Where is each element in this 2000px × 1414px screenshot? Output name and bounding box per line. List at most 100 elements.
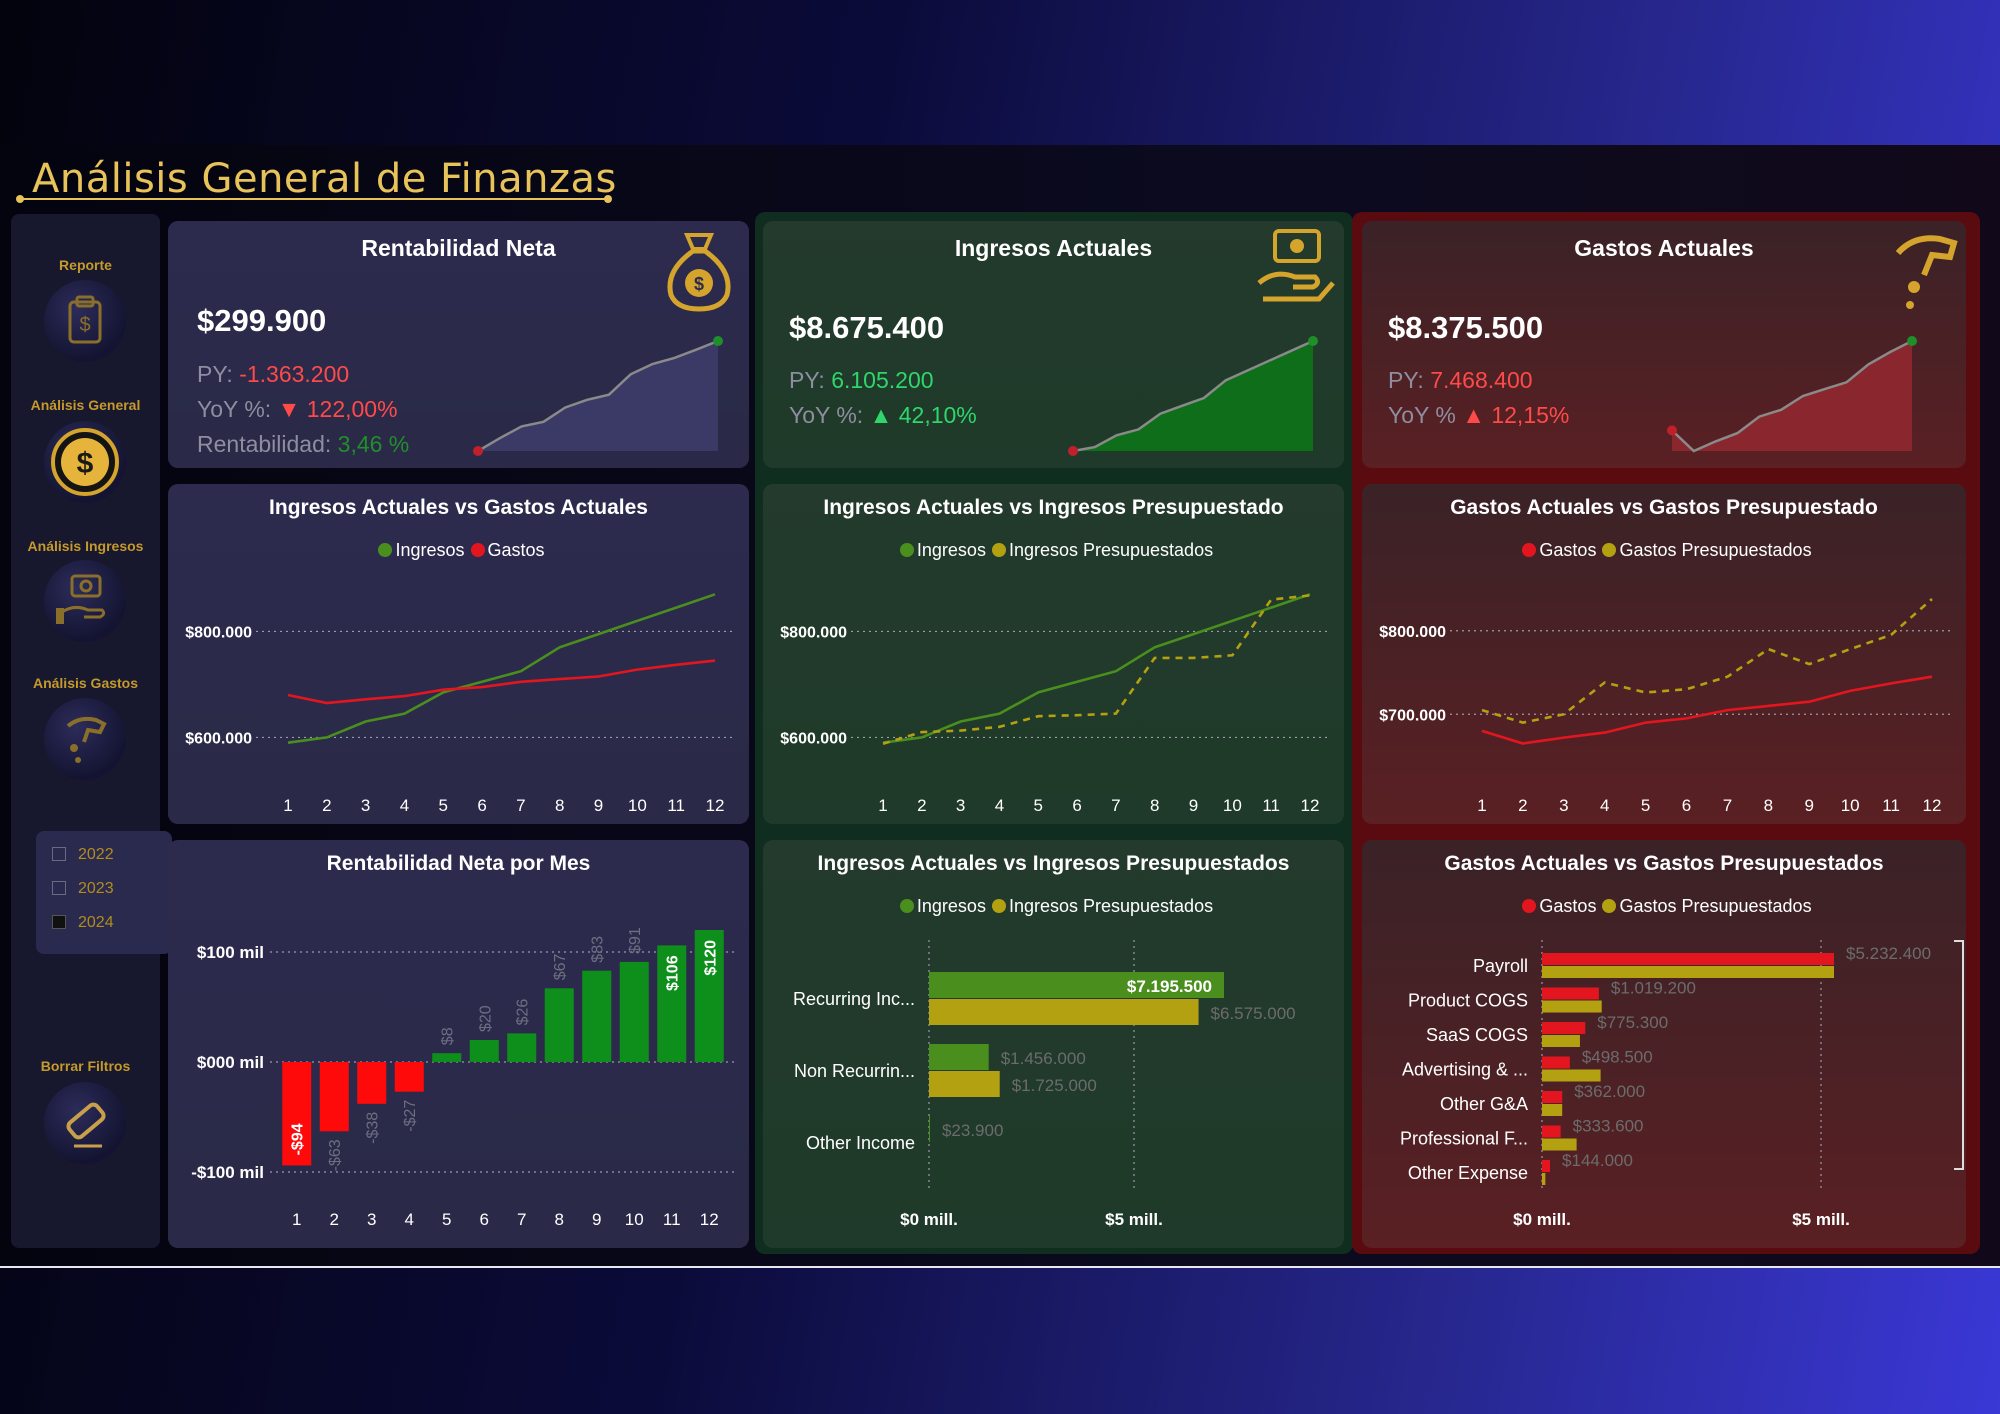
svg-text:$: $ <box>79 314 90 336</box>
bar <box>319 1062 349 1132</box>
bar-gastos <box>1542 1160 1551 1172</box>
legend-label: Ingresos <box>916 896 986 916</box>
bar <box>282 1062 312 1166</box>
chart-legend: Ingresos Gastos <box>168 540 749 561</box>
bar-gastos <box>1542 1022 1586 1034</box>
legend-dot-icon <box>1522 543 1537 557</box>
category-label: Recurring Inc... <box>793 989 915 1009</box>
x-tick-label: 6 <box>1072 796 1081 815</box>
legend-dot-icon <box>899 899 914 913</box>
horizontal-bar-chart: $0 mill. $5 mill. Recurring Inc... $7.195.5… <box>793 940 1296 1229</box>
nav-analisis-ingresos-button[interactable] <box>44 560 126 642</box>
x-tick-label: 2 <box>322 796 331 815</box>
chart-title: Ingresos Actuales vs Ingresos Presupuest… <box>823 496 1284 519</box>
nav-analisis-gastos-button[interactable] <box>44 698 126 780</box>
kpi-py: PY: 7.468.400 <box>1388 367 1533 394</box>
clear-filters-button[interactable] <box>44 1082 126 1164</box>
x-tick-label: 1 <box>292 1210 301 1229</box>
legend-dot-icon <box>1522 899 1537 913</box>
legend-label: Gastos Presupuestados <box>1619 540 1812 560</box>
data-label: $1.456.000 <box>1001 1049 1086 1068</box>
legend-dot-icon <box>1602 899 1617 913</box>
data-label: $7.195.500 <box>1127 977 1212 996</box>
nav-label-analisis-gastos: Análisis Gastos <box>32 675 139 691</box>
x-tick-label: 8 <box>555 1210 564 1229</box>
series-line-gastos <box>287 659 716 705</box>
sidebar: Reporte $ Análisis General $ Análisis In… <box>11 214 160 1248</box>
kpi-value: $8.675.400 <box>789 310 945 345</box>
x-tick-label: 8 <box>1150 796 1159 815</box>
checkbox-checked[interactable] <box>52 915 66 929</box>
chart-card-expenses-by-category: Gastos Actuales vs Gastos Presupuestados… <box>1362 840 1966 1248</box>
x-tick-label: 5 <box>1641 796 1650 815</box>
bar-ingresos-presupuestados <box>929 1071 1000 1097</box>
chart-scrollbar[interactable] <box>1954 940 1964 1170</box>
category-label: SaaS COGS <box>1426 1025 1528 1045</box>
x-tick-label: 5 <box>439 796 448 815</box>
year-option-2023[interactable]: 2023 <box>52 880 114 898</box>
kpi-value: $8.375.500 <box>1388 310 1544 345</box>
data-label: -$63 <box>327 1139 344 1171</box>
money-bag-icon: $ <box>667 233 731 312</box>
sparkline-line <box>477 339 719 453</box>
year-filter-slicer: 2022 2023 2024 <box>36 831 172 954</box>
year-option-2024[interactable]: 2024 <box>52 914 114 932</box>
up-arrow-icon: ▲ <box>869 402 893 428</box>
kpi-py: PY: -1.363.200 <box>197 361 349 388</box>
checkbox[interactable] <box>52 847 66 861</box>
legend-label: Gastos <box>487 540 545 560</box>
year-option-2022[interactable]: 2022 <box>52 846 114 864</box>
data-label: $23.900 <box>942 1121 1003 1140</box>
x-tick-label: $5 mill. <box>1792 1210 1850 1229</box>
legend-label: Gastos <box>1539 896 1597 916</box>
chart-title: Ingresos Actuales vs Ingresos Presupuest… <box>817 852 1290 875</box>
data-label: $775.300 <box>1597 1013 1668 1032</box>
legend-dot-icon <box>470 543 485 557</box>
data-label: $91 <box>627 927 644 954</box>
yoy-label: YoY %: <box>789 402 864 428</box>
sparkline-end-marker <box>1308 336 1318 346</box>
x-tick-label: 11 <box>1882 796 1900 815</box>
x-tick-label: 4 <box>995 796 1004 815</box>
series-line-ingresos <box>287 593 716 744</box>
y-tick-label: $600.000 <box>185 730 252 747</box>
year-label: 2022 <box>78 846 114 863</box>
checkbox[interactable] <box>52 881 66 895</box>
data-label: $83 <box>590 936 607 963</box>
nav-reporte-button[interactable]: $ <box>44 280 126 362</box>
category-label: Other G&A <box>1440 1094 1528 1114</box>
kpi-title: Gastos Actuales <box>1574 235 1754 261</box>
data-label: $106 <box>665 955 682 991</box>
nav-label-analisis-general: Análisis General <box>30 397 141 413</box>
bar <box>357 1062 387 1104</box>
x-tick-label: $0 mill. <box>900 1210 958 1229</box>
data-label: $5.232.400 <box>1846 944 1931 963</box>
x-tick-label: 9 <box>594 796 603 815</box>
svg-text:$: $ <box>694 274 704 294</box>
chart-card-income-vs-budget: Ingresos Actuales vs Ingresos Presupuest… <box>763 484 1344 824</box>
kpi-card-expenses: Gastos Actuales $8.375.500 PY: 7.468.400… <box>1362 221 1966 468</box>
sparkline-start-marker <box>473 446 483 456</box>
x-tick-label: 9 <box>1189 796 1198 815</box>
x-tick-label: 9 <box>592 1210 601 1229</box>
legend-dot-icon <box>899 543 914 557</box>
y-tick-label: $800.000 <box>780 624 847 641</box>
x-tick-label: 7 <box>517 1210 526 1229</box>
x-tick-label: 12 <box>1923 796 1942 815</box>
x-tick-label: 3 <box>361 796 370 815</box>
nav-analisis-general-button[interactable]: $ <box>44 421 126 503</box>
bar <box>582 970 612 1062</box>
profitability-label: Rentabilidad: <box>197 431 332 457</box>
bar-gastos-presupuestados <box>1542 1173 1546 1185</box>
py-label: PY: <box>197 361 233 387</box>
hand-coins-icon <box>66 716 107 763</box>
clipboard-dollar-icon: $ <box>68 295 102 344</box>
category-label: Advertising & ... <box>1402 1060 1528 1080</box>
y-tick-label: $600.000 <box>780 730 847 747</box>
income-sparkline <box>1068 336 1318 456</box>
kpi-yoy: YoY %: ▼ 122,00% <box>197 396 398 423</box>
y-tick-label: -$100 mil <box>191 1163 264 1182</box>
data-label: $67 <box>552 954 569 981</box>
